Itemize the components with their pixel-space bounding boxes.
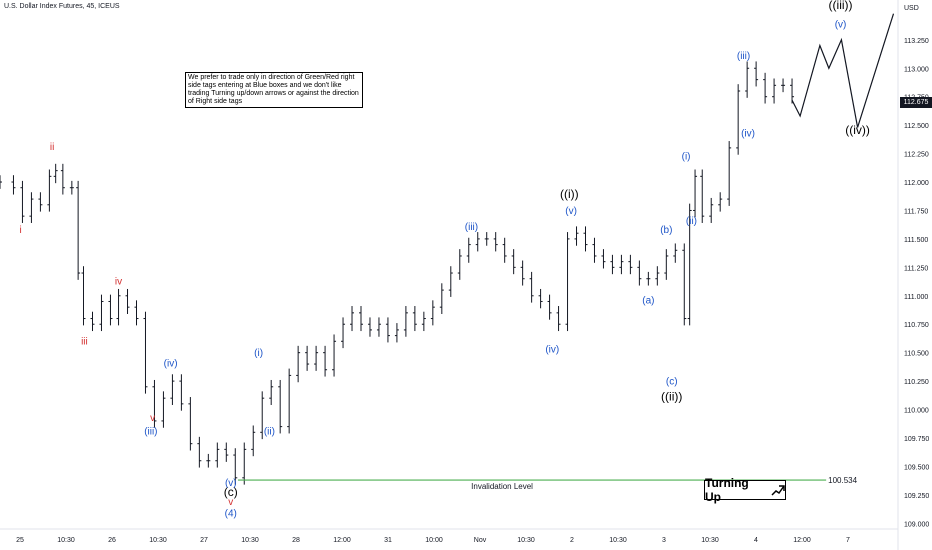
wave-label: (iii): [737, 51, 750, 62]
turning-up-label: Turning Up: [705, 476, 749, 504]
projection-line: [791, 13, 895, 128]
price-tick-label: 113.250: [904, 38, 929, 45]
wave-label: (iv): [741, 129, 755, 140]
wave-label: iv: [115, 276, 122, 287]
wave-label: iii: [81, 337, 88, 348]
wave-label: (c): [224, 485, 238, 499]
price-tick-label: 111.000: [904, 294, 928, 301]
price-tick-label: 112.500: [904, 123, 929, 130]
time-tick-label: 28: [292, 537, 300, 544]
price-tick-label: 113.000: [904, 66, 929, 73]
wave-label: ((i)): [560, 187, 579, 201]
projection-path: [791, 13, 895, 128]
trend-up-arrow-icon: [771, 485, 785, 496]
wave-label: (v): [835, 19, 847, 30]
time-tick-label: 7: [846, 537, 850, 544]
wave-label: (iv): [545, 345, 559, 356]
wave-label: (a): [642, 296, 654, 307]
wave-label: (iii): [465, 222, 478, 233]
time-tick-label: 4: [754, 537, 758, 544]
price-axis[interactable]: 113.250113.000112.750112.500112.250112.0…: [904, 38, 929, 528]
price-tick-label: 111.250: [904, 265, 928, 272]
time-tick-label: 10:30: [241, 537, 259, 544]
chart-title: U.S. Dollar Index Futures, 45, ICEUS: [4, 3, 120, 10]
wave-label: (iv): [164, 358, 178, 369]
time-tick-label: Nov: [474, 537, 487, 544]
time-tick-label: 10:30: [517, 537, 535, 544]
time-tick-label: 31: [384, 537, 392, 544]
wave-label: (ii): [264, 427, 275, 438]
time-tick-label: 10:30: [149, 537, 167, 544]
time-tick-label: 10:30: [609, 537, 627, 544]
axis-unit-label: USD: [904, 5, 919, 12]
price-tick-label: 109.500: [904, 464, 929, 471]
price-tick-label: 109.000: [904, 521, 929, 528]
time-tick-label: 27: [200, 537, 208, 544]
price-tick-label: 110.000: [904, 408, 929, 415]
wave-label: ((iv)): [845, 123, 870, 137]
time-tick-label: 12:00: [333, 537, 351, 544]
wave-label: v: [228, 497, 233, 508]
price-tick-label: 109.750: [904, 436, 929, 443]
wave-label: (c): [666, 377, 678, 388]
wave-label: (i): [682, 151, 691, 162]
price-tick-label: 111.750: [904, 208, 928, 215]
price-tick-label: 110.750: [904, 322, 929, 329]
price-tick-label: 109.250: [904, 493, 929, 500]
time-tick-label: 2: [570, 537, 574, 544]
time-tick-label: 12:00: [793, 537, 811, 544]
turning-up-badge: Turning Up: [704, 476, 786, 504]
price-tick-label: 112.250: [904, 152, 929, 159]
price-tick-label: 112.000: [904, 180, 929, 187]
time-tick-label: 25: [16, 537, 24, 544]
wave-label: v: [150, 413, 155, 424]
wave-label: (i): [254, 348, 263, 359]
wave-label: (b): [660, 225, 672, 236]
invalidation-label: Invalidation Level: [471, 482, 533, 491]
time-tick-label: 10:00: [425, 537, 443, 544]
time-tick-label: 10:30: [701, 537, 719, 544]
wave-label: (v): [565, 206, 577, 217]
wave-label: (iii): [144, 427, 157, 438]
price-tick-label: 110.500: [904, 351, 929, 358]
wave-label: ii: [50, 142, 54, 153]
invalidation-value: 100.534: [828, 476, 857, 485]
price-tick-label: 110.250: [904, 379, 929, 386]
current-price-tag: 112.675: [900, 97, 932, 108]
wave-labels: iiiiiiivv(iii)(iv)v(v)(c)(4)(i)(ii)(iii)…: [20, 0, 870, 519]
trading-note: We prefer to trade only in direction of …: [185, 72, 363, 108]
wave-label: (4): [225, 508, 237, 519]
time-axis[interactable]: 25 10:30 26 10:30 27 10:30 28 12:00 31 10:00 Nov 10…: [16, 537, 850, 544]
time-tick-label: 3: [662, 537, 666, 544]
time-tick-label: 26: [108, 537, 116, 544]
wave-label: i: [20, 225, 22, 236]
price-tick-label: 111.500: [904, 237, 928, 244]
time-tick-label: 10:30: [57, 537, 75, 544]
wave-label: (ii): [686, 216, 697, 227]
wave-label: ((iii)): [829, 0, 853, 12]
price-series: [0, 61, 795, 485]
wave-label: (v): [225, 478, 237, 489]
wave-label: ((ii)): [661, 389, 682, 403]
